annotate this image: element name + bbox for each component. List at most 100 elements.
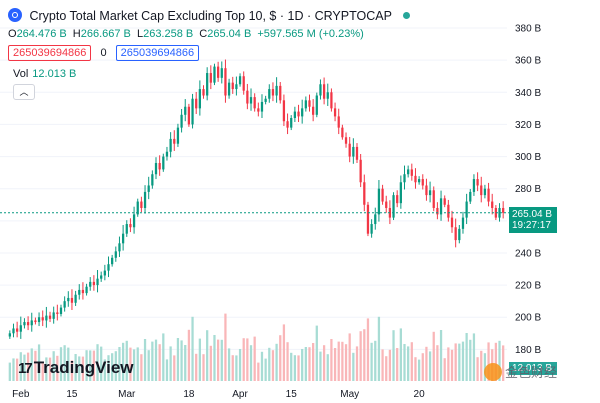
chart-header: Crypto Total Market Cap Excluding Top 10…	[8, 8, 411, 23]
candle-body	[45, 315, 48, 321]
candle-body	[246, 90, 249, 104]
volume-bar	[271, 350, 275, 381]
candle-body	[472, 179, 476, 192]
candle-body	[257, 108, 260, 112]
candle-body	[187, 106, 191, 125]
candle-body	[476, 179, 479, 186]
buy-price-box[interactable]: 265039694866	[115, 45, 200, 61]
candle-body	[403, 174, 406, 183]
volume-bar	[132, 349, 136, 381]
volume-bar	[195, 353, 198, 381]
volume-bar	[191, 316, 194, 381]
volume-bar	[158, 344, 161, 381]
volume-bar	[107, 355, 110, 381]
candle-body	[293, 111, 297, 119]
candle-body	[173, 138, 176, 144]
candle-body	[322, 84, 326, 99]
candle-body	[279, 85, 282, 101]
candle-body	[129, 224, 132, 228]
candle-body	[12, 328, 15, 334]
volume-bar	[209, 345, 212, 381]
candle-body	[417, 179, 421, 183]
volume-bar	[374, 340, 377, 381]
x-tick-label: Apr	[232, 389, 248, 400]
x-tick-label: 20	[414, 389, 426, 400]
volume-bar	[85, 350, 88, 381]
candle-body	[202, 89, 205, 96]
candle-body	[176, 127, 180, 144]
volume-bar	[414, 357, 417, 381]
volume-bar	[187, 329, 191, 381]
tradingview-logo[interactable]: 17 TradingView	[18, 358, 134, 378]
volume-bar	[52, 351, 55, 381]
candle-body	[385, 201, 388, 208]
candle-body	[114, 251, 117, 258]
low-value: 263.258 B	[143, 28, 194, 40]
candle-body	[377, 188, 381, 215]
candle-body	[494, 207, 497, 218]
volume-bar	[213, 335, 216, 381]
volume-bar	[8, 362, 11, 381]
volume-bar	[78, 356, 81, 381]
volume-bar	[417, 359, 421, 381]
volume-bar	[202, 354, 205, 381]
volume-bar	[282, 324, 286, 381]
volume-bar	[12, 358, 15, 381]
candle-body	[169, 138, 172, 152]
candle-body	[140, 201, 143, 208]
candle-body	[191, 98, 194, 125]
collapse-legend-button[interactable]: ︿	[13, 84, 35, 100]
volume-bar	[326, 354, 329, 381]
candle-body	[326, 92, 329, 99]
candle-body	[454, 227, 457, 241]
candle-body	[333, 108, 337, 117]
candle-body	[180, 114, 183, 128]
y-tick-label: 180 B	[515, 345, 541, 356]
volume-bar	[377, 316, 381, 381]
volume-bar	[249, 345, 253, 381]
volume-bar	[162, 333, 165, 381]
volume-bar	[275, 343, 278, 381]
volume-bar	[16, 358, 19, 381]
candle-body	[216, 66, 220, 78]
volume-bar	[447, 347, 450, 381]
candle-body	[502, 207, 505, 213]
candles	[8, 59, 505, 339]
volume-bar	[333, 348, 337, 381]
volume-bar	[385, 356, 388, 381]
volume-bar	[348, 333, 351, 381]
volume-bar	[125, 340, 128, 381]
candle-body	[125, 224, 128, 234]
candle-body	[111, 257, 114, 265]
volume-bar	[341, 341, 344, 381]
candle-body	[165, 151, 169, 157]
candle-body	[162, 156, 165, 170]
volume-bar	[425, 346, 428, 381]
volume-bar	[476, 357, 479, 381]
volume-label: Vol	[13, 68, 29, 80]
volume-bar	[392, 330, 395, 381]
volume-bar	[165, 359, 169, 381]
volume-bar	[41, 361, 44, 381]
volume-legend: Vol 12.013 B	[13, 68, 76, 80]
candle-body	[337, 116, 340, 128]
sell-price-box[interactable]: 265039694866	[8, 45, 92, 61]
volume-bar	[89, 350, 92, 381]
volume-bar	[286, 342, 289, 381]
volume-bar	[268, 347, 271, 381]
volume-bar	[297, 355, 300, 381]
x-tick-label: May	[340, 389, 359, 400]
volume-bar	[428, 351, 432, 381]
volume-bar	[23, 354, 26, 381]
candle-body	[428, 190, 432, 196]
volume-bar	[45, 357, 48, 381]
candle-body	[227, 82, 231, 96]
volume-bar	[242, 338, 245, 381]
volume-bar	[70, 360, 74, 381]
volume-bar	[480, 350, 483, 381]
y-tick-label: 200 B	[515, 313, 541, 324]
candle-body	[107, 264, 110, 271]
y-tick-label: 380 B	[515, 24, 541, 35]
volume-bar	[140, 354, 143, 381]
